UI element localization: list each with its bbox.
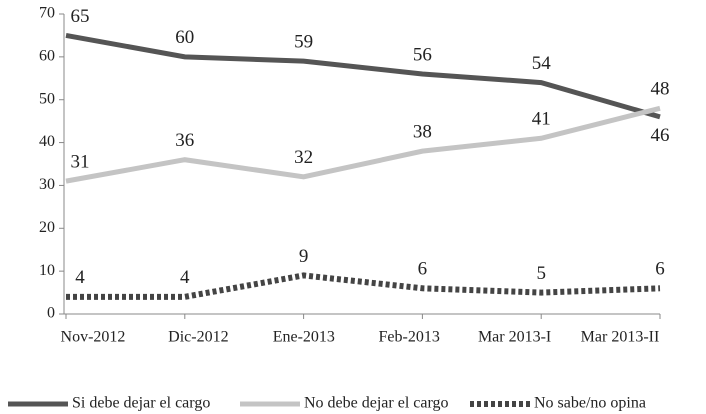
value-label: 6 — [418, 259, 428, 280]
value-label: 6 — [655, 259, 665, 280]
value-label: 32 — [294, 147, 313, 168]
value-label: 9 — [299, 246, 309, 267]
series-line — [65, 32, 661, 120]
value-label: 4 — [180, 267, 190, 288]
value-label: 59 — [294, 32, 313, 53]
value-label: 48 — [651, 79, 670, 100]
value-label: 60 — [175, 27, 194, 48]
y-tick-label: 30 — [39, 176, 55, 193]
y-tick-label: 20 — [39, 219, 55, 236]
x-tick-label: Ene-2013 — [273, 329, 335, 346]
value-label: 31 — [71, 152, 90, 173]
value-label: 41 — [532, 109, 551, 130]
x-tick-label: Mar 2013-I — [478, 329, 551, 346]
series-line — [65, 105, 661, 184]
value-label: 46 — [651, 125, 670, 146]
legend-label: No debe dejar el cargo — [304, 395, 449, 412]
value-label: 36 — [175, 130, 194, 151]
y-tick-label: 40 — [39, 133, 55, 150]
legend-label: No sabe/no opina — [534, 395, 646, 412]
legend-label: Si debe dejar el cargo — [72, 395, 210, 412]
x-tick-label: Feb-2013 — [379, 329, 440, 346]
value-label: 4 — [75, 267, 85, 288]
value-label: 56 — [413, 44, 432, 65]
y-tick-label: 70 — [39, 5, 55, 22]
x-tick-label: Dic-2012 — [168, 329, 228, 346]
value-label: 38 — [413, 122, 432, 143]
x-tick-label: Nov-2012 — [61, 329, 126, 346]
y-tick-label: 60 — [39, 48, 55, 65]
y-tick-label: 50 — [39, 90, 55, 107]
value-label: 65 — [71, 6, 90, 27]
series-line — [66, 272, 661, 300]
y-tick-label: 10 — [39, 262, 55, 279]
x-tick-label: Mar 2013-II — [581, 329, 660, 346]
y-tick-label: 0 — [47, 305, 55, 322]
value-label: 5 — [536, 263, 546, 284]
value-label: 54 — [532, 53, 552, 74]
